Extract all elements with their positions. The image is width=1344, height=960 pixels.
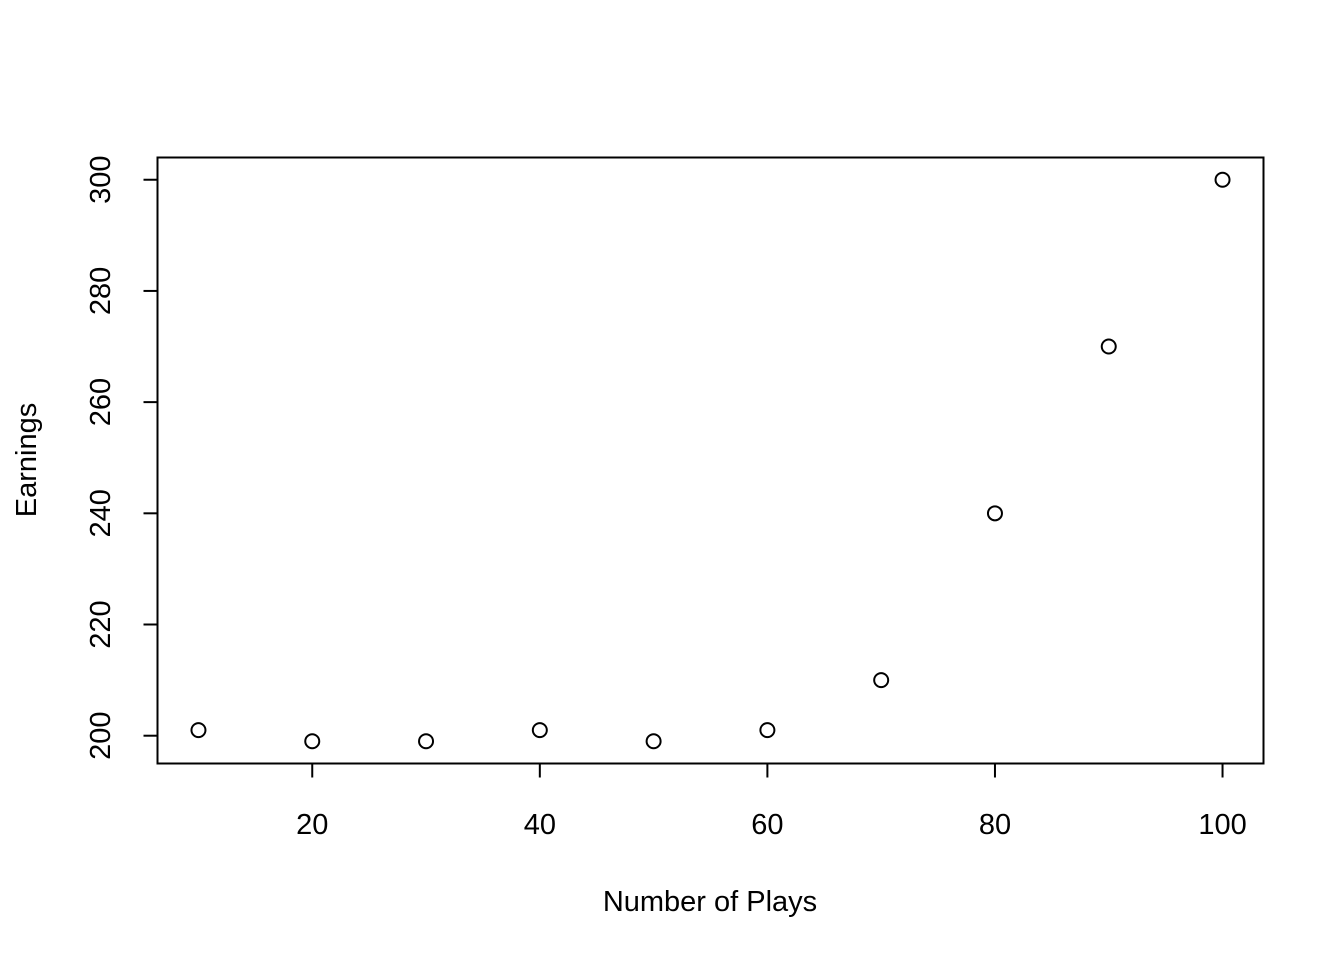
y-tick-label: 240 — [85, 489, 117, 537]
y-tick-label: 260 — [85, 378, 117, 426]
y-tick-label: 300 — [85, 156, 117, 204]
data-point — [304, 733, 321, 750]
y-tick-label: 200 — [85, 712, 117, 760]
x-axis: 20 40 60 80 100 — [296, 762, 1247, 841]
data-point — [1100, 338, 1117, 355]
data-point — [531, 722, 548, 739]
data-point — [759, 722, 776, 739]
x-tick-label: 100 — [1198, 809, 1246, 841]
x-axis-title: Number of Plays — [603, 886, 817, 918]
y-axis: 200 220 240 260 280 300 — [85, 156, 159, 760]
y-tick-label: 220 — [85, 600, 117, 648]
data-points — [190, 171, 1231, 750]
x-tick-label: 40 — [524, 809, 556, 841]
data-point — [986, 505, 1003, 522]
data-point — [645, 733, 662, 750]
data-point — [190, 722, 207, 739]
data-point — [873, 672, 890, 689]
x-tick-label: 60 — [751, 809, 783, 841]
y-axis-title: Earnings — [11, 403, 43, 517]
x-tick-label: 20 — [296, 809, 328, 841]
plot-frame — [156, 156, 1265, 765]
data-point — [418, 733, 435, 750]
y-tick-label: 280 — [85, 267, 117, 315]
data-point — [1214, 171, 1231, 188]
x-tick-label: 80 — [979, 809, 1011, 841]
